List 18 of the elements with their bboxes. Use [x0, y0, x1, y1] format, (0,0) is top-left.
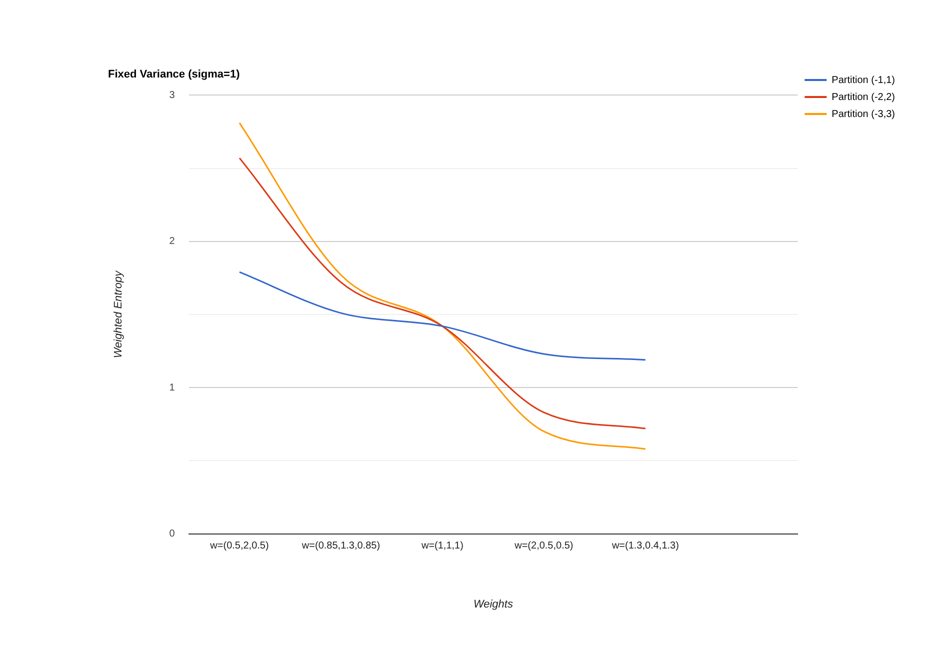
y-axis-title: Weighted Entropy [112, 269, 125, 358]
x-tick-label: w=(1.3,0.4,1.3) [610, 540, 679, 552]
legend-label: Partition (-1,1) [832, 74, 896, 86]
line-series [238, 157, 646, 430]
y-tick-label: 1 [169, 382, 176, 394]
y-tick-label: 0 [169, 528, 176, 540]
legend-label: Partition (-2,2) [832, 92, 896, 103]
x-tick-label: w=(2,0.5,0.5) [514, 540, 574, 552]
legend-label: Partition (-3,3) [832, 108, 896, 120]
x-tick-label: w=(0.85,1.3,0.85) [300, 540, 380, 552]
chart-title: Fixed Variance (sigma=1) [108, 68, 240, 81]
line-series [238, 122, 646, 450]
x-axis-title: Weights [473, 598, 514, 610]
x-tick-label: w=(1,1,1) [420, 540, 464, 552]
line-series [238, 271, 646, 361]
y-tick-label: 2 [169, 236, 176, 248]
x-tick-label: w=(0.5,2,0.5) [209, 540, 269, 552]
y-tick-label: 3 [169, 90, 176, 101]
